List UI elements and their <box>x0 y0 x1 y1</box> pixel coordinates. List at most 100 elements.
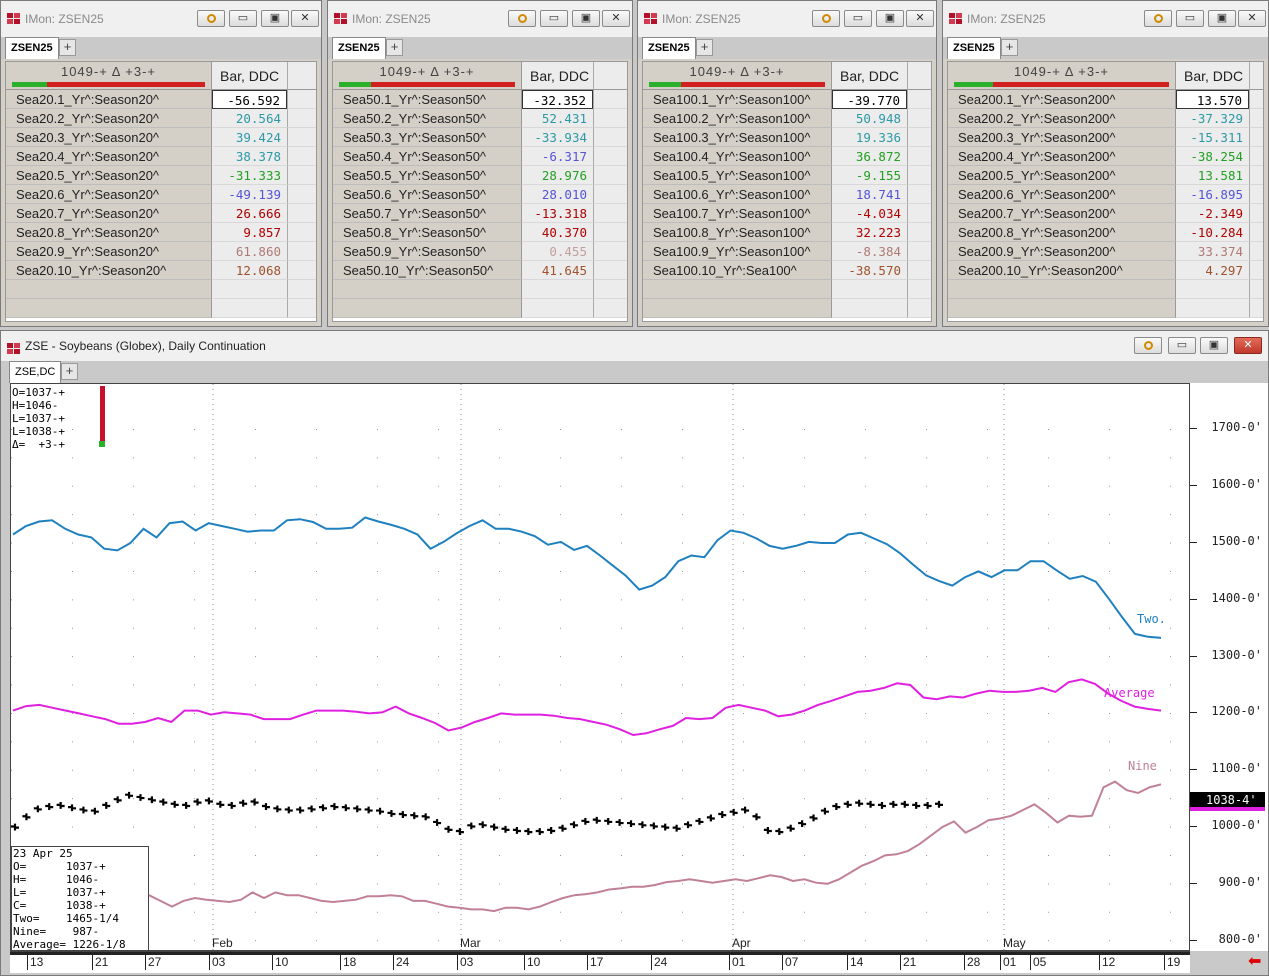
column-header-bar-ddc[interactable]: Bar, DDC <box>1176 62 1249 90</box>
monitor-row[interactable]: Sea50.9_Yr^:Season50^ 0.455 <box>333 242 627 261</box>
monitor-row[interactable]: Sea20.5_Yr^:Season20^ -31.333 <box>6 166 316 185</box>
study-value[interactable]: -15.311 <box>1176 128 1249 147</box>
study-value[interactable]: -6.317 <box>522 147 593 166</box>
close-button[interactable]: ✕ <box>906 10 934 27</box>
monitor-row[interactable]: Sea200.4_Yr^:Season200^ -38.254 <box>948 147 1263 166</box>
link-icon[interactable] <box>508 10 536 27</box>
monitor-row[interactable]: Sea50.3_Yr^:Season50^ -33.934 <box>333 128 627 147</box>
monitor-title-bar[interactable]: IMon: ZSEN25 ▭ ▣ ✕ <box>638 1 936 37</box>
study-value[interactable]: 13.581 <box>1176 166 1249 185</box>
study-value[interactable]: 18.741 <box>832 185 907 204</box>
monitor-row[interactable]: Sea50.4_Yr^:Season50^ -6.317 <box>333 147 627 166</box>
study-value[interactable]: 4.297 <box>1176 261 1249 280</box>
study-value[interactable]: 38.378 <box>212 147 287 166</box>
monitor-row[interactable]: Sea100.10_Yr^:Sea100^ -38.570 <box>643 261 931 280</box>
monitor-row[interactable]: Sea200.8_Yr^:Season200^ -10.284 <box>948 223 1263 242</box>
add-tab-button[interactable]: + <box>386 39 403 56</box>
monitor-row[interactable]: Sea20.10_Yr^:Season20^ 12.068 <box>6 261 316 280</box>
tab-zse-dc[interactable]: ZSE,DC <box>9 361 61 383</box>
monitor-row[interactable]: Sea100.6_Yr^:Season100^ 18.741 <box>643 185 931 204</box>
link-icon[interactable] <box>1134 337 1162 354</box>
study-value[interactable]: 33.374 <box>1176 242 1249 261</box>
add-tab-button[interactable]: + <box>61 363 78 380</box>
close-button[interactable]: ✕ <box>1234 337 1262 354</box>
minimize-button[interactable]: ▭ <box>229 10 257 27</box>
monitor-row[interactable]: Sea200.5_Yr^:Season200^ 13.581 <box>948 166 1263 185</box>
study-value[interactable]: 61.860 <box>212 242 287 261</box>
minimize-button[interactable]: ▭ <box>1176 10 1204 27</box>
monitor-row[interactable]: Sea50.2_Yr^:Season50^ 52.431 <box>333 109 627 128</box>
column-header-bar-ddc[interactable]: Bar, DDC <box>522 62 593 90</box>
monitor-row[interactable]: Sea50.5_Yr^:Season50^ 28.976 <box>333 166 627 185</box>
add-tab-button[interactable]: + <box>59 39 76 56</box>
study-value[interactable]: 28.010 <box>522 185 593 204</box>
close-button[interactable]: ✕ <box>1238 10 1266 27</box>
study-value[interactable]: 9.857 <box>212 223 287 242</box>
study-value[interactable]: -10.284 <box>1176 223 1249 242</box>
maximize-button[interactable]: ▣ <box>876 10 904 27</box>
study-value[interactable]: -38.254 <box>1176 147 1249 166</box>
monitor-row[interactable]: Sea200.9_Yr^:Season200^ 33.374 <box>948 242 1263 261</box>
maximize-button[interactable]: ▣ <box>261 10 289 27</box>
study-value[interactable]: 28.976 <box>522 166 593 185</box>
monitor-row[interactable]: Sea100.2_Yr^:Season100^ 50.948 <box>643 109 931 128</box>
monitor-row[interactable]: Sea50.7_Yr^:Season50^ -13.318 <box>333 204 627 223</box>
study-value[interactable]: 39.424 <box>212 128 287 147</box>
close-button[interactable]: ✕ <box>602 10 630 27</box>
minimize-button[interactable]: ▭ <box>844 10 872 27</box>
add-tab-button[interactable]: + <box>1001 39 1018 56</box>
monitor-row[interactable]: Sea20.2_Yr^:Season20^ 20.564 <box>6 109 316 128</box>
monitor-row[interactable]: Sea20.9_Yr^:Season20^ 61.860 <box>6 242 316 261</box>
study-value[interactable]: -33.934 <box>522 128 593 147</box>
monitor-row[interactable]: Sea200.1_Yr^:Season200^ 13.570 <box>948 90 1263 109</box>
monitor-row[interactable]: Sea100.4_Yr^:Season100^ 36.872 <box>643 147 931 166</box>
monitor-row[interactable]: Sea20.1_Yr^:Season20^ -56.592 <box>6 90 316 109</box>
study-value[interactable]: 36.872 <box>832 147 907 166</box>
date-axis[interactable]: 13 21 27 03 10 18 24 03 10 17 24 01 07 14 21 28 01 05 12 19… <box>10 951 1190 973</box>
monitor-title-bar[interactable]: IMon: ZSEN25 ▭ ▣ ✕ <box>943 1 1268 37</box>
study-value[interactable]: -38.570 <box>832 261 907 280</box>
chart-title-bar[interactable]: ZSE - Soybeans (Globex), Daily Continuat… <box>1 331 1268 361</box>
tab-zsen25[interactable]: ZSEN25 <box>947 37 1001 59</box>
monitor-row[interactable]: Sea20.8_Yr^:Season20^ 9.857 <box>6 223 316 242</box>
monitor-row[interactable]: Sea200.10_Yr^:Season200^ 4.297 <box>948 261 1263 280</box>
scroll-bar[interactable] <box>10 952 1190 955</box>
monitor-row[interactable]: Sea50.6_Yr^:Season50^ 28.010 <box>333 185 627 204</box>
maximize-button[interactable]: ▣ <box>572 10 600 27</box>
monitor-row[interactable]: Sea20.3_Yr^:Season20^ 39.424 <box>6 128 316 147</box>
monitor-row[interactable]: Sea20.4_Yr^:Season20^ 38.378 <box>6 147 316 166</box>
study-value[interactable]: -16.895 <box>1176 185 1249 204</box>
study-value[interactable]: 50.948 <box>832 109 907 128</box>
study-value[interactable]: 40.370 <box>522 223 593 242</box>
minimize-button[interactable]: ▭ <box>540 10 568 27</box>
monitor-row[interactable]: Sea200.7_Yr^:Season200^ -2.349 <box>948 204 1263 223</box>
link-icon[interactable] <box>812 10 840 27</box>
monitor-row[interactable]: Sea100.9_Yr^:Season100^ -8.384 <box>643 242 931 261</box>
tab-zsen25[interactable]: ZSEN25 <box>642 37 696 59</box>
add-tab-button[interactable]: + <box>696 39 713 56</box>
study-value[interactable]: -49.139 <box>212 185 287 204</box>
study-value[interactable]: 52.431 <box>522 109 593 128</box>
monitor-row[interactable]: Sea100.5_Yr^:Season100^ -9.155 <box>643 166 931 185</box>
price-chart-plot[interactable]: O=1037-+ H=1046- L=1037-+ L=1038-+ Δ= +3… <box>10 383 1190 951</box>
link-icon[interactable] <box>1144 10 1172 27</box>
study-value[interactable]: -39.770 <box>832 90 907 109</box>
study-value[interactable]: -13.318 <box>522 204 593 223</box>
monitor-row[interactable]: Sea100.3_Yr^:Season100^ 19.336 <box>643 128 931 147</box>
maximize-button[interactable]: ▣ <box>1208 10 1236 27</box>
column-header-bar-ddc[interactable]: Bar, DDC <box>832 62 907 90</box>
study-value[interactable]: 32.223 <box>832 223 907 242</box>
monitor-row[interactable]: Sea200.6_Yr^:Season200^ -16.895 <box>948 185 1263 204</box>
study-value[interactable]: -32.352 <box>522 90 593 109</box>
monitor-row[interactable]: Sea200.2_Yr^:Season200^ -37.329 <box>948 109 1263 128</box>
study-value[interactable]: -8.384 <box>832 242 907 261</box>
close-button[interactable]: ✕ <box>291 10 319 27</box>
monitor-row[interactable]: Sea20.7_Yr^:Season20^ 26.666 <box>6 204 316 223</box>
monitor-row[interactable]: Sea200.3_Yr^:Season200^ -15.311 <box>948 128 1263 147</box>
study-value[interactable]: -56.592 <box>212 90 287 109</box>
study-value[interactable]: 13.570 <box>1176 90 1249 109</box>
tab-zsen25[interactable]: ZSEN25 <box>5 37 59 59</box>
study-value[interactable]: -4.034 <box>832 204 907 223</box>
tab-zsen25[interactable]: ZSEN25 <box>332 37 386 59</box>
monitor-row[interactable]: Sea100.7_Yr^:Season100^ -4.034 <box>643 204 931 223</box>
